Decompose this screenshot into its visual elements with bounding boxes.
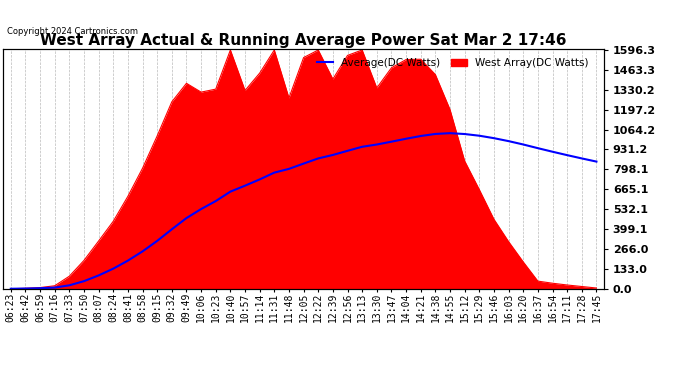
Title: West Array Actual & Running Average Power Sat Mar 2 17:46: West Array Actual & Running Average Powe… bbox=[40, 33, 567, 48]
Text: Copyright 2024 Cartronics.com: Copyright 2024 Cartronics.com bbox=[7, 27, 138, 36]
Legend: Average(DC Watts), West Array(DC Watts): Average(DC Watts), West Array(DC Watts) bbox=[313, 54, 593, 72]
